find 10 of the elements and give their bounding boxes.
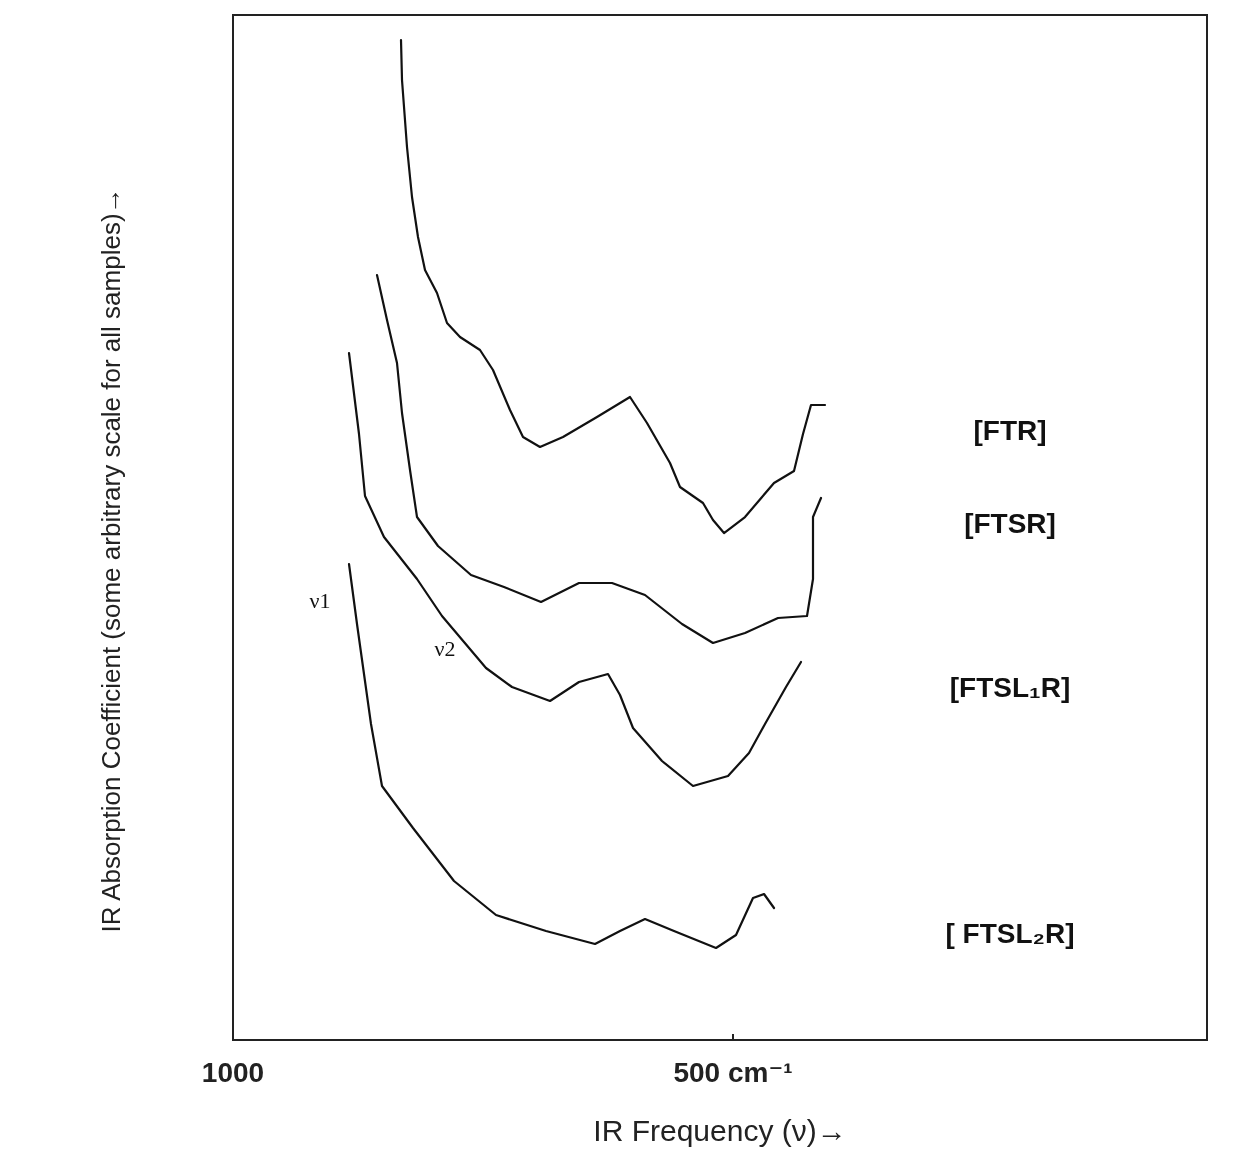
y-axis-title: IR Absorption Coefficient (some arbitrary scale for all samples)→ xyxy=(96,187,126,933)
text: [FTSL₁R] xyxy=(949,671,1071,703)
x-tick-label: 1000 xyxy=(201,1056,265,1088)
annotation: ν2 xyxy=(434,635,456,661)
x-axis-title: IR Frequency (ν)→ xyxy=(593,1113,847,1147)
text: [ FTSL₂R] xyxy=(945,917,1075,949)
x-tick-label: 500 cm⁻¹ xyxy=(673,1056,793,1088)
text: [FTR] xyxy=(973,414,1047,446)
annotation: ν1 xyxy=(309,587,331,613)
text: [FTSR] xyxy=(964,507,1056,539)
